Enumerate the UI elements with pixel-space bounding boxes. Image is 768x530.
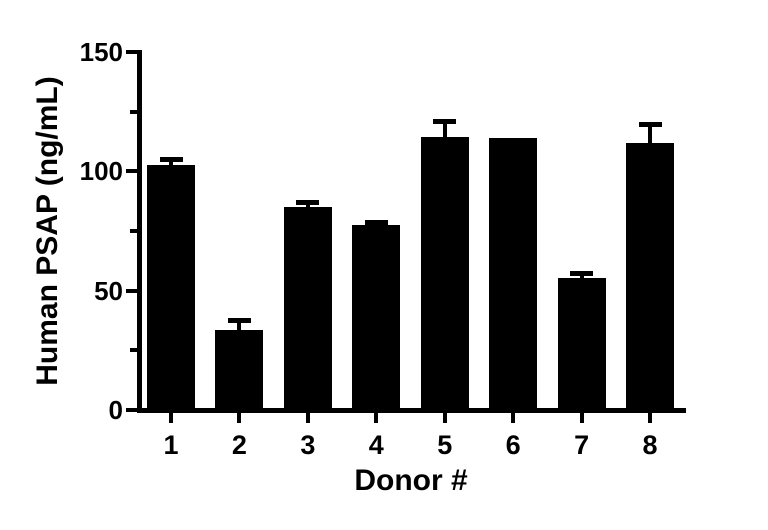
x-tick-label: 6 — [505, 430, 521, 460]
y-major-tick — [126, 50, 137, 54]
x-tick-label: 8 — [642, 430, 658, 460]
bar-donor-1 — [147, 165, 195, 412]
error-bar-cap-donor-4 — [364, 220, 388, 226]
y-major-tick — [126, 169, 137, 174]
x-tick — [648, 411, 652, 423]
y-axis-line — [137, 50, 142, 413]
bar-donor-6 — [489, 137, 538, 412]
y-major-tick — [126, 288, 137, 293]
x-tick — [169, 411, 173, 423]
error-bar-cap-donor-5 — [433, 118, 457, 124]
error-bar-cap-donor-1 — [159, 156, 183, 162]
x-tick — [374, 411, 379, 423]
x-axis-title: Donor # — [354, 464, 468, 497]
x-tick — [579, 411, 584, 423]
error-bar-cap-donor-3 — [296, 199, 320, 205]
x-tick-label: 1 — [163, 430, 179, 460]
x-tick-label: 4 — [368, 430, 384, 460]
error-bar-line-donor-3 — [305, 202, 310, 209]
error-bar-line-donor-2 — [237, 320, 242, 332]
x-tick-label: 7 — [574, 430, 590, 460]
y-tick-label: 0 — [108, 395, 123, 425]
bar-donor-3 — [283, 207, 332, 412]
bar-donor-8 — [626, 142, 674, 412]
error-bar-cap-donor-7 — [570, 271, 594, 277]
y-tick-label: 100 — [79, 156, 123, 187]
x-tick-label: 3 — [300, 430, 316, 460]
x-tick-label: 5 — [437, 430, 453, 460]
y-minor-tick — [130, 348, 137, 353]
x-tick — [511, 411, 516, 423]
x-axis-line — [137, 408, 686, 413]
error-bar-line-donor-8 — [648, 124, 652, 144]
x-tick — [305, 411, 310, 423]
x-tick — [442, 411, 447, 423]
x-tick-label: 2 — [231, 430, 247, 460]
bar-donor-5 — [420, 136, 469, 412]
bar-donor-7 — [557, 277, 606, 412]
error-bar-line-donor-1 — [169, 159, 173, 167]
y-axis-title: Human PSAP (ng/mL) — [31, 76, 64, 386]
y-tick-label: 150 — [79, 37, 123, 67]
x-tick — [237, 411, 242, 423]
y-minor-tick — [130, 109, 137, 114]
y-major-tick — [126, 408, 137, 412]
error-bar-cap-donor-2 — [227, 318, 251, 323]
error-bar-cap-donor-8 — [638, 122, 662, 128]
bar-donor-4 — [352, 225, 401, 412]
y-tick-label: 50 — [94, 275, 123, 306]
error-bar-line-donor-5 — [442, 121, 447, 138]
bar-donor-2 — [215, 330, 264, 412]
y-minor-tick — [130, 229, 137, 233]
